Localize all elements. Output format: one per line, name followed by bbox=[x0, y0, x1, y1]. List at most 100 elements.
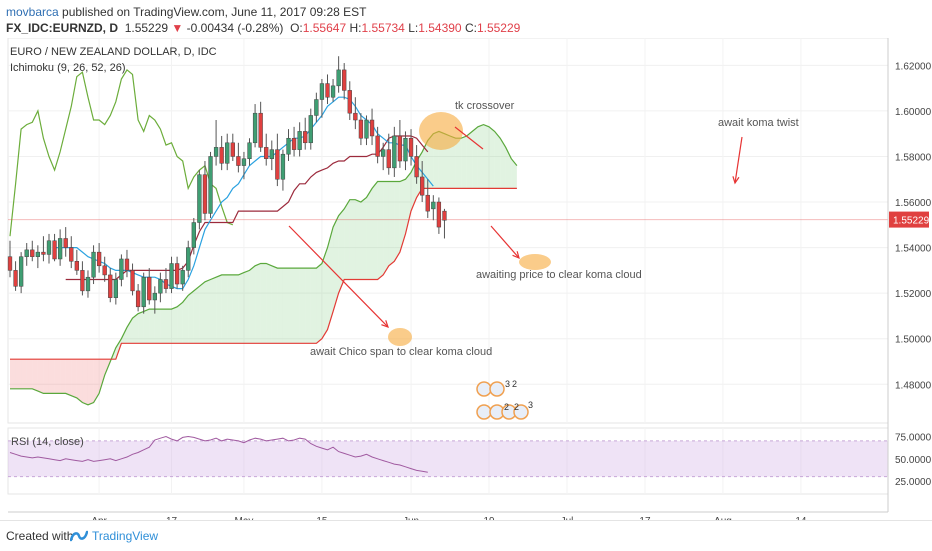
chikou-span-line bbox=[9, 69, 234, 237]
cloud-segment bbox=[349, 199, 356, 280]
chart-area[interactable]: 1.48000 1.50000 1.52000 1.54000 1.56000 1.580… bbox=[0, 37, 932, 527]
cloud-segment bbox=[316, 263, 322, 344]
cloud-segment bbox=[310, 268, 317, 344]
annotation-arrow-head bbox=[381, 320, 389, 328]
open-label: O: bbox=[290, 21, 303, 35]
author-link[interactable]: movbarca bbox=[6, 5, 59, 19]
close-label: C: bbox=[464, 21, 477, 35]
tradingview-brand[interactable]: TradingView bbox=[92, 529, 159, 543]
flag-badge-icon[interactable] bbox=[476, 381, 492, 397]
cloud-segment bbox=[21, 359, 27, 389]
candle-body bbox=[275, 149, 280, 180]
candle-body bbox=[85, 276, 91, 292]
candle bbox=[319, 79, 325, 118]
low-value: 1.54390 bbox=[418, 21, 462, 35]
flag-badge-icon[interactable] bbox=[489, 381, 505, 397]
candle bbox=[347, 81, 352, 121]
candle-body bbox=[108, 274, 113, 298]
candle bbox=[24, 243, 29, 266]
flag-badge-icon[interactable] bbox=[513, 404, 529, 420]
await-koma-twist-note: await koma twist bbox=[718, 117, 799, 129]
cloud-segment bbox=[355, 199, 361, 280]
cloud-segment bbox=[505, 147, 512, 189]
cloud-segment bbox=[182, 295, 189, 344]
candle-body bbox=[158, 279, 163, 294]
candle-body bbox=[52, 240, 57, 260]
cloud-segment bbox=[338, 208, 345, 294]
candle-body bbox=[269, 149, 274, 159]
candle-body bbox=[57, 238, 63, 260]
candle bbox=[436, 197, 442, 234]
candle-body bbox=[336, 69, 341, 87]
cloud-segment bbox=[344, 199, 350, 280]
candle-body bbox=[113, 279, 118, 298]
event-badges[interactable]: 3 2 2 2 3 bbox=[476, 379, 533, 420]
chart-title: EURO / NEW ZEALAND DOLLAR, D, IDC bbox=[10, 46, 217, 58]
chart-header: movbarca published on TradingView.com, J… bbox=[0, 0, 932, 38]
candle bbox=[213, 120, 219, 166]
candle bbox=[236, 142, 241, 173]
candle bbox=[174, 256, 180, 289]
cloud-segment bbox=[422, 140, 428, 189]
indicator-label: Ichimoku (9, 26, 52, 26) bbox=[10, 62, 126, 74]
candle bbox=[431, 195, 436, 221]
cloud-segment bbox=[193, 286, 200, 344]
candle bbox=[308, 108, 313, 150]
candle bbox=[113, 272, 118, 305]
cloud-segment bbox=[126, 318, 133, 344]
candle bbox=[264, 133, 269, 166]
candle bbox=[180, 265, 185, 291]
candle-body bbox=[264, 147, 269, 159]
candle bbox=[130, 263, 135, 296]
candle bbox=[369, 108, 375, 146]
candle-body bbox=[63, 238, 68, 248]
cloud-segment bbox=[388, 181, 395, 266]
cloud-segment bbox=[238, 272, 244, 344]
candle-body bbox=[397, 135, 403, 162]
price-chart-svg[interactable]: 1.48000 1.50000 1.52000 1.54000 1.56000 1.580… bbox=[0, 37, 932, 527]
cloud-segment bbox=[461, 135, 467, 189]
down-arrow-icon: ▼ bbox=[171, 21, 184, 35]
cloud-segment bbox=[177, 302, 183, 344]
cloud-segment bbox=[294, 268, 300, 344]
cloud-segment bbox=[305, 268, 311, 344]
candle bbox=[91, 245, 96, 285]
candle-body bbox=[202, 174, 208, 214]
cloud-segment bbox=[372, 181, 378, 280]
candle bbox=[202, 161, 208, 221]
candle-body bbox=[319, 83, 325, 100]
candle-body bbox=[130, 270, 135, 292]
candle-body bbox=[353, 112, 358, 121]
candle-body bbox=[91, 251, 96, 278]
cloud-segment bbox=[143, 309, 150, 344]
candle-body bbox=[347, 90, 352, 114]
cloud-segment bbox=[266, 263, 272, 344]
candle bbox=[230, 133, 235, 162]
candle-body bbox=[213, 147, 219, 157]
candle bbox=[219, 135, 224, 171]
cloud-segment bbox=[472, 126, 478, 189]
cloud-segment bbox=[277, 268, 283, 344]
rsi-label: RSI (14, close) bbox=[11, 436, 84, 448]
candle bbox=[258, 101, 263, 152]
candle-body bbox=[119, 258, 124, 280]
cloud-segment bbox=[494, 131, 501, 189]
candle bbox=[119, 254, 124, 287]
rsi-tick-label: 75.0000 bbox=[895, 432, 932, 443]
cloud-segment bbox=[82, 359, 88, 405]
cloud-segment bbox=[299, 268, 306, 344]
candle bbox=[342, 63, 347, 100]
flag-badge-icon[interactable] bbox=[476, 404, 492, 420]
candle bbox=[18, 252, 24, 294]
cloud-segment bbox=[243, 270, 250, 344]
badge-count: 2 bbox=[514, 402, 519, 412]
cloud-segment bbox=[48, 359, 55, 394]
candle bbox=[158, 272, 163, 303]
cloud-segment bbox=[87, 359, 94, 405]
candle-body bbox=[230, 142, 235, 157]
candle bbox=[375, 126, 380, 164]
candle-body bbox=[247, 142, 252, 159]
candle-body bbox=[163, 279, 169, 289]
candle bbox=[102, 256, 107, 282]
last-price: 1.55229 bbox=[124, 21, 169, 35]
